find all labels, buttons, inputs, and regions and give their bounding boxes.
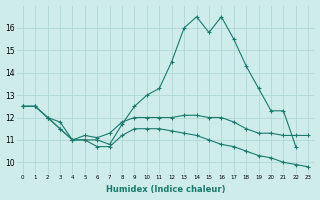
- X-axis label: Humidex (Indice chaleur): Humidex (Indice chaleur): [106, 185, 225, 194]
